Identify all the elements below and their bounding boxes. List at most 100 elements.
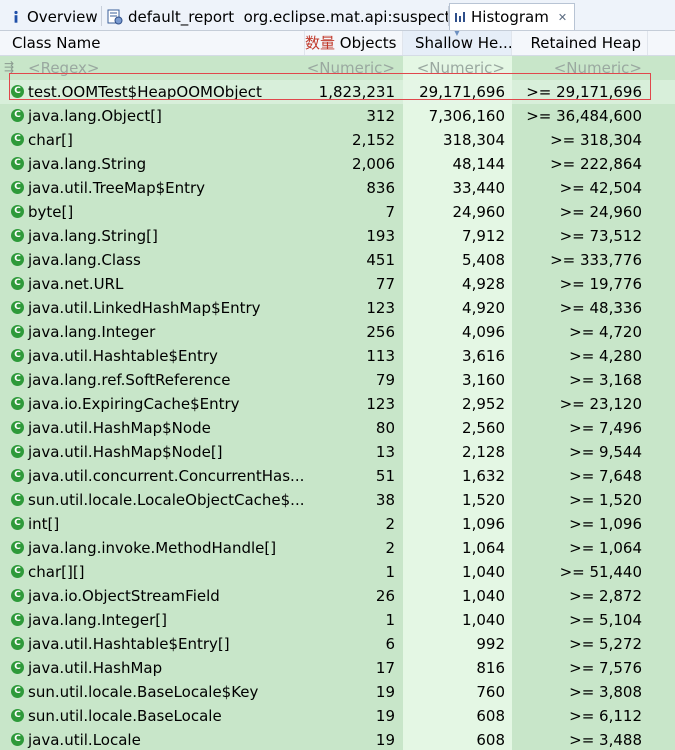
retained-heap-cell: >= 73,512 [559, 227, 642, 245]
sort-descending-icon: ▼ [453, 31, 461, 37]
column-header-retained-heap[interactable]: Retained Heap [512, 31, 648, 55]
tab-separator [101, 6, 102, 26]
shallow-heap-cell: 4,096 [462, 323, 505, 341]
retained-heap-cell: >= 9,544 [569, 443, 642, 461]
tab-default-report[interactable]: default_report org.eclipse.mat.api:suspe… [103, 3, 458, 30]
class-icon: C [11, 397, 24, 410]
class-name-cell: java.io.ObjectStreamField [28, 587, 220, 605]
shallow-filter-input[interactable]: <Numeric> [416, 59, 505, 77]
class-icon: C [11, 157, 24, 170]
tab-histogram[interactable]: Histogram ✕ [449, 3, 575, 30]
class-icon: C [11, 685, 24, 698]
tab-label: default_report org.eclipse.mat.api:suspe… [128, 7, 459, 26]
class-icon: C [11, 565, 24, 578]
retained-filter-input[interactable]: <Numeric> [553, 59, 642, 77]
retained-heap-cell: >= 4,280 [569, 347, 642, 365]
class-icon: C [11, 421, 24, 434]
objects-cell: 2 [385, 515, 395, 533]
objects-cell: 123 [366, 395, 395, 413]
shallow-heap-cell: 4,928 [462, 275, 505, 293]
objects-cell: 256 [366, 323, 395, 341]
histogram-table[interactable]: ⇶ <Regex> <Numeric> <Numeric> <Numeric> … [0, 56, 675, 750]
class-name-cell: sun.util.locale.LocaleObjectCache$... [28, 491, 305, 509]
class-name-cell: java.lang.String [28, 155, 147, 173]
regex-filter-input[interactable]: <Regex> [28, 59, 100, 77]
objects-cell: 79 [375, 371, 395, 389]
retained-heap-cell: >= 2,872 [569, 587, 642, 605]
column-header-class-name[interactable]: Class Name [0, 31, 305, 55]
retained-heap-cell: >= 333,776 [550, 251, 642, 269]
close-icon[interactable]: ✕ [557, 10, 568, 24]
column-header-objects[interactable]: 数量 Objects [305, 31, 403, 55]
objects-cell: 51 [375, 467, 395, 485]
shallow-heap-cell: 3,160 [462, 371, 505, 389]
retained-heap-cell: >= 3,808 [569, 683, 642, 701]
retained-heap-cell: >= 318,304 [550, 131, 642, 149]
objects-cell: 6 [385, 635, 395, 653]
class-icon: C [11, 349, 24, 362]
retained-heap-cell: >= 51,440 [559, 563, 642, 581]
retained-heap-cell: >= 19,776 [559, 275, 642, 293]
class-name-cell: sun.util.locale.BaseLocale$Key [28, 683, 259, 701]
class-icon: C [11, 325, 24, 338]
shallow-heap-cell: 2,952 [462, 395, 505, 413]
retained-heap-cell: >= 7,648 [569, 467, 642, 485]
class-name-cell: java.util.Hashtable$Entry [28, 347, 218, 365]
empty-column-area [648, 56, 675, 750]
retained-heap-cell: >= 24,960 [559, 203, 642, 221]
column-title: Retained Heap [530, 34, 641, 52]
column-header-shallow-heap[interactable]: ▼ Shallow He... [403, 31, 512, 55]
shallow-heap-cell: 608 [476, 707, 505, 725]
shallow-heap-cell: 2,560 [462, 419, 505, 437]
shallow-heap-cell: 29,171,696 [419, 83, 505, 101]
class-name-cell: java.util.HashMap$Node[] [28, 443, 223, 461]
editor-tab-bar: Overview default_report org.eclipse.mat.… [0, 0, 675, 31]
shallow-heap-cell: 2,128 [462, 443, 505, 461]
class-icon: C [11, 541, 24, 554]
objects-filter-input[interactable]: <Numeric> [306, 59, 395, 77]
class-icon: C [11, 181, 24, 194]
retained-heap-cell: >= 5,272 [569, 635, 642, 653]
tab-separator [448, 6, 449, 26]
class-name-cell: java.lang.Integer[] [28, 611, 168, 629]
objects-cell: 193 [366, 227, 395, 245]
column-annotation: 数量 [305, 34, 336, 52]
shallow-heap-cell: 7,306,160 [428, 107, 505, 125]
tab-overview[interactable]: Overview [6, 3, 100, 30]
objects-cell: 19 [375, 731, 395, 749]
histogram-icon [454, 11, 466, 23]
class-icon: C [11, 277, 24, 290]
retained-heap-cell: >= 7,576 [569, 659, 642, 677]
class-icon: C [11, 469, 24, 482]
objects-cell: 19 [375, 707, 395, 725]
objects-cell: 451 [366, 251, 395, 269]
